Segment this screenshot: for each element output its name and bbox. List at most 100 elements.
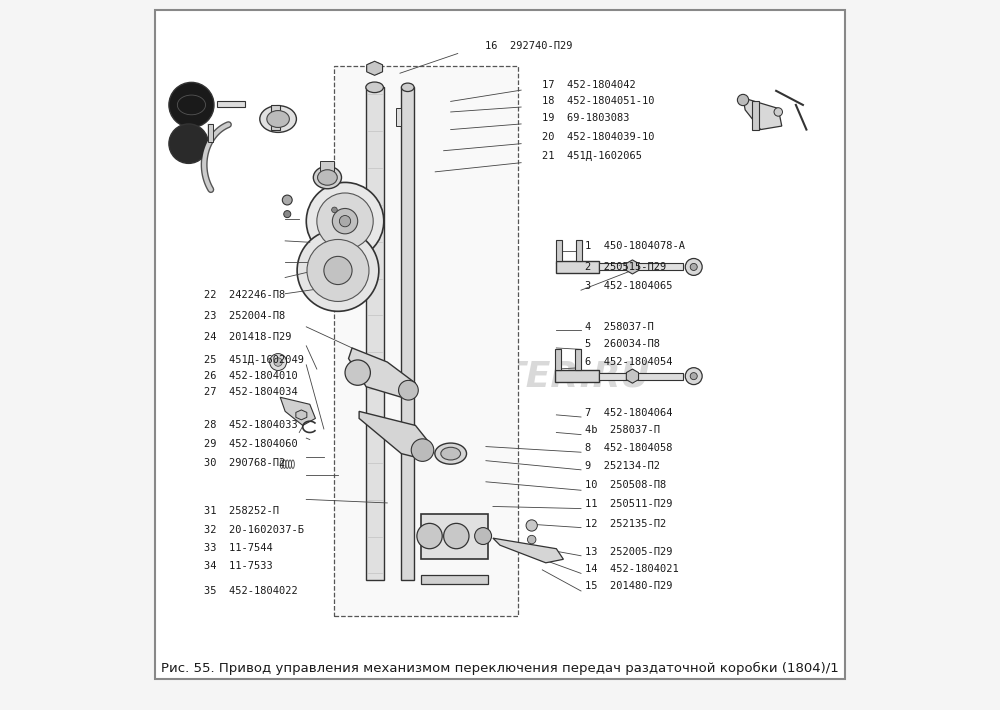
Bar	[599, 373, 683, 380]
Text: 25  451Д-1602049: 25 451Д-1602049	[204, 355, 304, 365]
Circle shape	[737, 94, 749, 106]
Circle shape	[399, 381, 418, 400]
Text: 9  252134-П2: 9 252134-П2	[585, 461, 660, 471]
Text: 10  250508-П8: 10 250508-П8	[585, 481, 666, 491]
Polygon shape	[349, 348, 415, 398]
Circle shape	[527, 535, 536, 544]
Ellipse shape	[260, 106, 296, 132]
Ellipse shape	[435, 443, 467, 464]
Polygon shape	[493, 538, 563, 563]
Text: 26  452-1804010: 26 452-1804010	[204, 371, 298, 381]
Bar	[366, 87, 384, 580]
Circle shape	[526, 520, 537, 531]
Text: 14  452-1804021: 14 452-1804021	[585, 564, 678, 574]
Text: 6  452-1804054: 6 452-1804054	[585, 357, 672, 367]
Text: 30  290768-П2: 30 290768-П2	[204, 459, 285, 469]
Bar	[575, 349, 581, 371]
Text: 28  452-1804033: 28 452-1804033	[204, 420, 298, 430]
Circle shape	[444, 523, 469, 549]
Text: 27  452-1804034: 27 452-1804034	[204, 388, 298, 398]
Polygon shape	[743, 98, 782, 130]
Text: 33  11-7544: 33 11-7544	[204, 543, 273, 553]
Text: 11  250511-П29: 11 250511-П29	[585, 499, 672, 509]
Text: 34  11-7533: 34 11-7533	[204, 562, 273, 572]
Polygon shape	[359, 411, 430, 457]
Circle shape	[274, 358, 282, 366]
Polygon shape	[626, 260, 639, 274]
Ellipse shape	[313, 166, 342, 189]
Polygon shape	[280, 398, 315, 425]
Polygon shape	[626, 369, 639, 383]
Circle shape	[284, 211, 291, 218]
Text: 3  452-1804065: 3 452-1804065	[585, 281, 672, 291]
Text: 4b  258037-П: 4b 258037-П	[585, 425, 660, 435]
Circle shape	[339, 216, 351, 226]
Text: 16  292740-П29: 16 292740-П29	[485, 41, 572, 51]
Bar	[555, 349, 561, 371]
Text: 7  452-1804064: 7 452-1804064	[585, 408, 672, 417]
Circle shape	[411, 439, 434, 462]
Circle shape	[690, 263, 697, 271]
Circle shape	[685, 258, 702, 275]
Ellipse shape	[367, 62, 382, 74]
Circle shape	[324, 256, 352, 285]
Text: 13  252005-П29: 13 252005-П29	[585, 547, 672, 557]
Circle shape	[297, 229, 379, 311]
Text: 18  452-1804051-10: 18 452-1804051-10	[542, 97, 655, 106]
Ellipse shape	[267, 111, 289, 128]
Circle shape	[317, 193, 373, 249]
FancyBboxPatch shape	[155, 10, 845, 679]
Circle shape	[345, 360, 370, 386]
Text: 12  252135-П2: 12 252135-П2	[585, 519, 666, 529]
Text: 22  242246-П8: 22 242246-П8	[204, 290, 285, 300]
Circle shape	[475, 528, 492, 545]
Polygon shape	[537, 551, 545, 561]
Text: 29  452-1804060: 29 452-1804060	[204, 439, 298, 449]
Bar	[396, 109, 401, 126]
Text: 15  201480-П29: 15 201480-П29	[585, 581, 672, 591]
Text: 21  451Д-1602065: 21 451Д-1602065	[542, 151, 642, 160]
Bar	[217, 101, 245, 107]
Circle shape	[774, 108, 782, 116]
Circle shape	[690, 373, 697, 380]
Circle shape	[169, 82, 214, 128]
Ellipse shape	[318, 170, 337, 185]
Ellipse shape	[401, 83, 414, 92]
Circle shape	[169, 124, 208, 163]
Bar	[401, 87, 414, 580]
Text: 2  250515-П29: 2 250515-П29	[585, 262, 666, 272]
Text: 8  452-1804058: 8 452-1804058	[585, 443, 672, 453]
Text: 17  452-1804042: 17 452-1804042	[542, 80, 636, 90]
Text: 19  69-1803083: 19 69-1803083	[542, 113, 630, 123]
Text: 1  450-1804078-А: 1 450-1804078-А	[585, 241, 685, 251]
Bar	[271, 105, 280, 130]
Ellipse shape	[441, 447, 461, 460]
Circle shape	[332, 207, 337, 213]
Text: 35  452-1804022: 35 452-1804022	[204, 586, 298, 596]
Text: 4  258037-П: 4 258037-П	[585, 322, 653, 332]
Bar	[334, 66, 518, 616]
Circle shape	[307, 239, 369, 302]
Text: 20  452-1804039-10: 20 452-1804039-10	[542, 131, 655, 141]
Text: Рис. 55. Привод управления механизмом переключения передач раздаточной коробки (: Рис. 55. Привод управления механизмом пе…	[161, 662, 839, 675]
Bar	[736, 73, 785, 143]
Bar	[555, 371, 599, 382]
Circle shape	[306, 182, 384, 260]
Circle shape	[332, 209, 358, 234]
Circle shape	[270, 354, 287, 371]
Text: 5  260034-П8: 5 260034-П8	[585, 339, 660, 349]
Circle shape	[685, 368, 702, 385]
Bar	[208, 124, 213, 141]
Circle shape	[417, 523, 442, 549]
Ellipse shape	[366, 82, 383, 92]
Text: AUTOPITER.RU: AUTOPITER.RU	[350, 359, 650, 393]
Bar	[421, 576, 488, 584]
Circle shape	[282, 195, 292, 205]
Polygon shape	[296, 410, 307, 420]
Bar	[556, 240, 562, 261]
Text: 32  20-1602037-Б: 32 20-1602037-Б	[204, 525, 304, 535]
Text: 24  201418-П29: 24 201418-П29	[204, 332, 292, 342]
Bar	[576, 240, 582, 261]
Bar	[556, 261, 599, 273]
Bar	[752, 102, 759, 130]
